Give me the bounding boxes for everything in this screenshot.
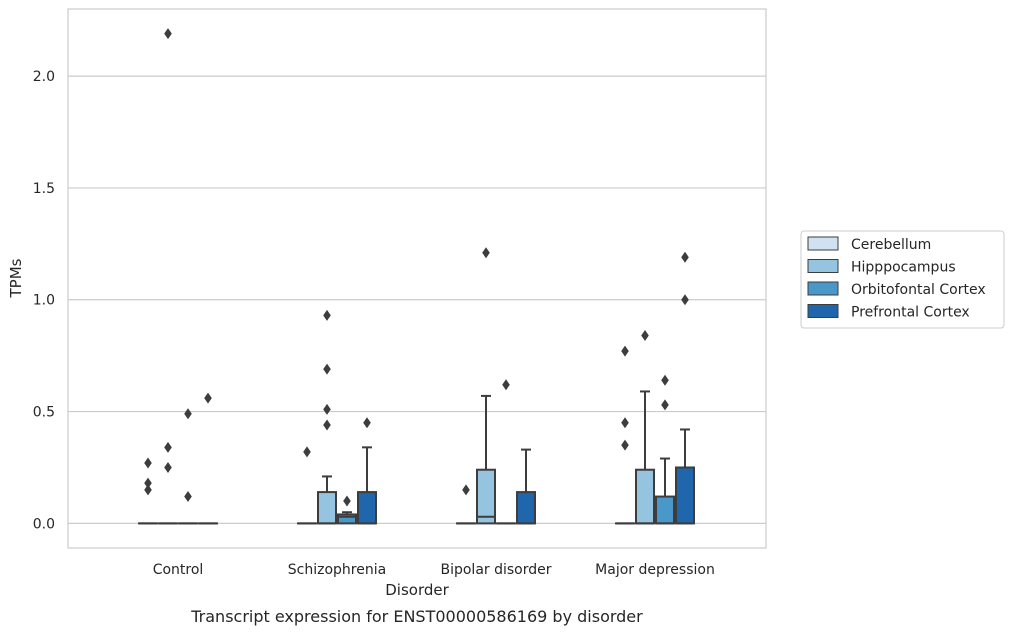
legend-frame [800,230,1005,329]
box [675,466,695,525]
legend: Cerebellum Hipppocampus Orbitofontal Corte… [800,230,1005,329]
outlier-point [204,392,212,404]
box-orbitofontal-cortex [655,374,675,525]
box-prefrontal-cortex [198,392,218,525]
legend-swatch [807,259,839,273]
outlier-point [661,399,669,411]
plot-area-frame [67,8,767,549]
outlier-point [482,247,490,259]
outlier-point [621,417,629,429]
outlier-point [681,251,689,263]
outlier-point [641,330,649,342]
outlier-point [144,457,152,469]
box-marks [138,28,695,525]
legend-swatch [807,236,839,251]
box-hipppocampus [317,309,337,525]
x-tick-label: Control [153,562,204,578]
box-cerebellum [297,446,317,525]
y-axis-label: TPMs [7,258,25,298]
legend-label: Hipppocampus [851,260,956,276]
outlier-point [323,363,331,375]
box-hipppocampus [476,247,496,525]
outlier-point [184,408,192,420]
outlier-point [144,477,152,489]
legend-label: Orbitofontal Cortex [851,282,986,298]
y-axis-ticks: 0.0 0.5 1.0 1.5 2.0 [33,69,55,532]
outlier-point [323,309,331,321]
outlier-point [164,28,172,40]
box [655,495,675,525]
outlier-point [661,374,669,386]
box [317,491,337,525]
outlier-point [343,495,351,507]
outlier-point [502,379,510,391]
box [357,491,377,525]
box-cerebellum [138,457,158,525]
x-tick-label: Schizophrenia [288,562,386,578]
x-axis-ticks: Control Schizophrenia Bipolar disorder Majo… [153,562,715,578]
x-tick-label: Major depression [595,562,715,578]
outlier-point [164,461,172,473]
y-tick-label: 1.5 [33,181,55,197]
chart-caption: Transcript expression for ENST0000058616… [190,607,643,626]
box [516,491,536,525]
x-tick-label: Bipolar disorder [440,562,551,578]
box-hipppocampus [158,28,178,525]
box-cerebellum [456,484,476,525]
outlier-point [462,484,470,496]
outlier-point [621,345,629,357]
box-hipppocampus [635,330,655,525]
outlier-point [164,441,172,453]
outlier-point [621,439,629,451]
box-orbitofontal-cortex [178,408,198,525]
box-prefrontal-cortex [675,251,695,525]
legend-label: Cerebellum [851,237,931,253]
y-tick-label: 1.0 [33,293,55,309]
outlier-point [303,446,311,458]
x-axis-label: Disorder [385,581,449,599]
box [337,513,357,525]
outlier-point [323,419,331,431]
box-orbitofontal-cortex [337,495,357,525]
box [635,468,655,525]
legend-label: Prefrontal Cortex [851,305,970,321]
outlier-point [184,491,192,503]
legend-swatch [807,281,839,296]
outlier-point [323,403,331,415]
y-tick-label: 0.0 [33,516,55,532]
box [476,468,496,525]
grid-lines [68,75,766,524]
box-cerebellum [615,345,635,525]
y-tick-label: 2.0 [33,69,55,85]
outlier-point [363,417,371,429]
outlier-point [681,294,689,306]
box-prefrontal-cortex [357,417,377,525]
legend-swatch [807,304,839,318]
outlier-point [144,484,152,496]
y-tick-label: 0.5 [33,405,55,421]
box-prefrontal-cortex [516,448,536,525]
box-orbitofontal-cortex [496,379,516,525]
